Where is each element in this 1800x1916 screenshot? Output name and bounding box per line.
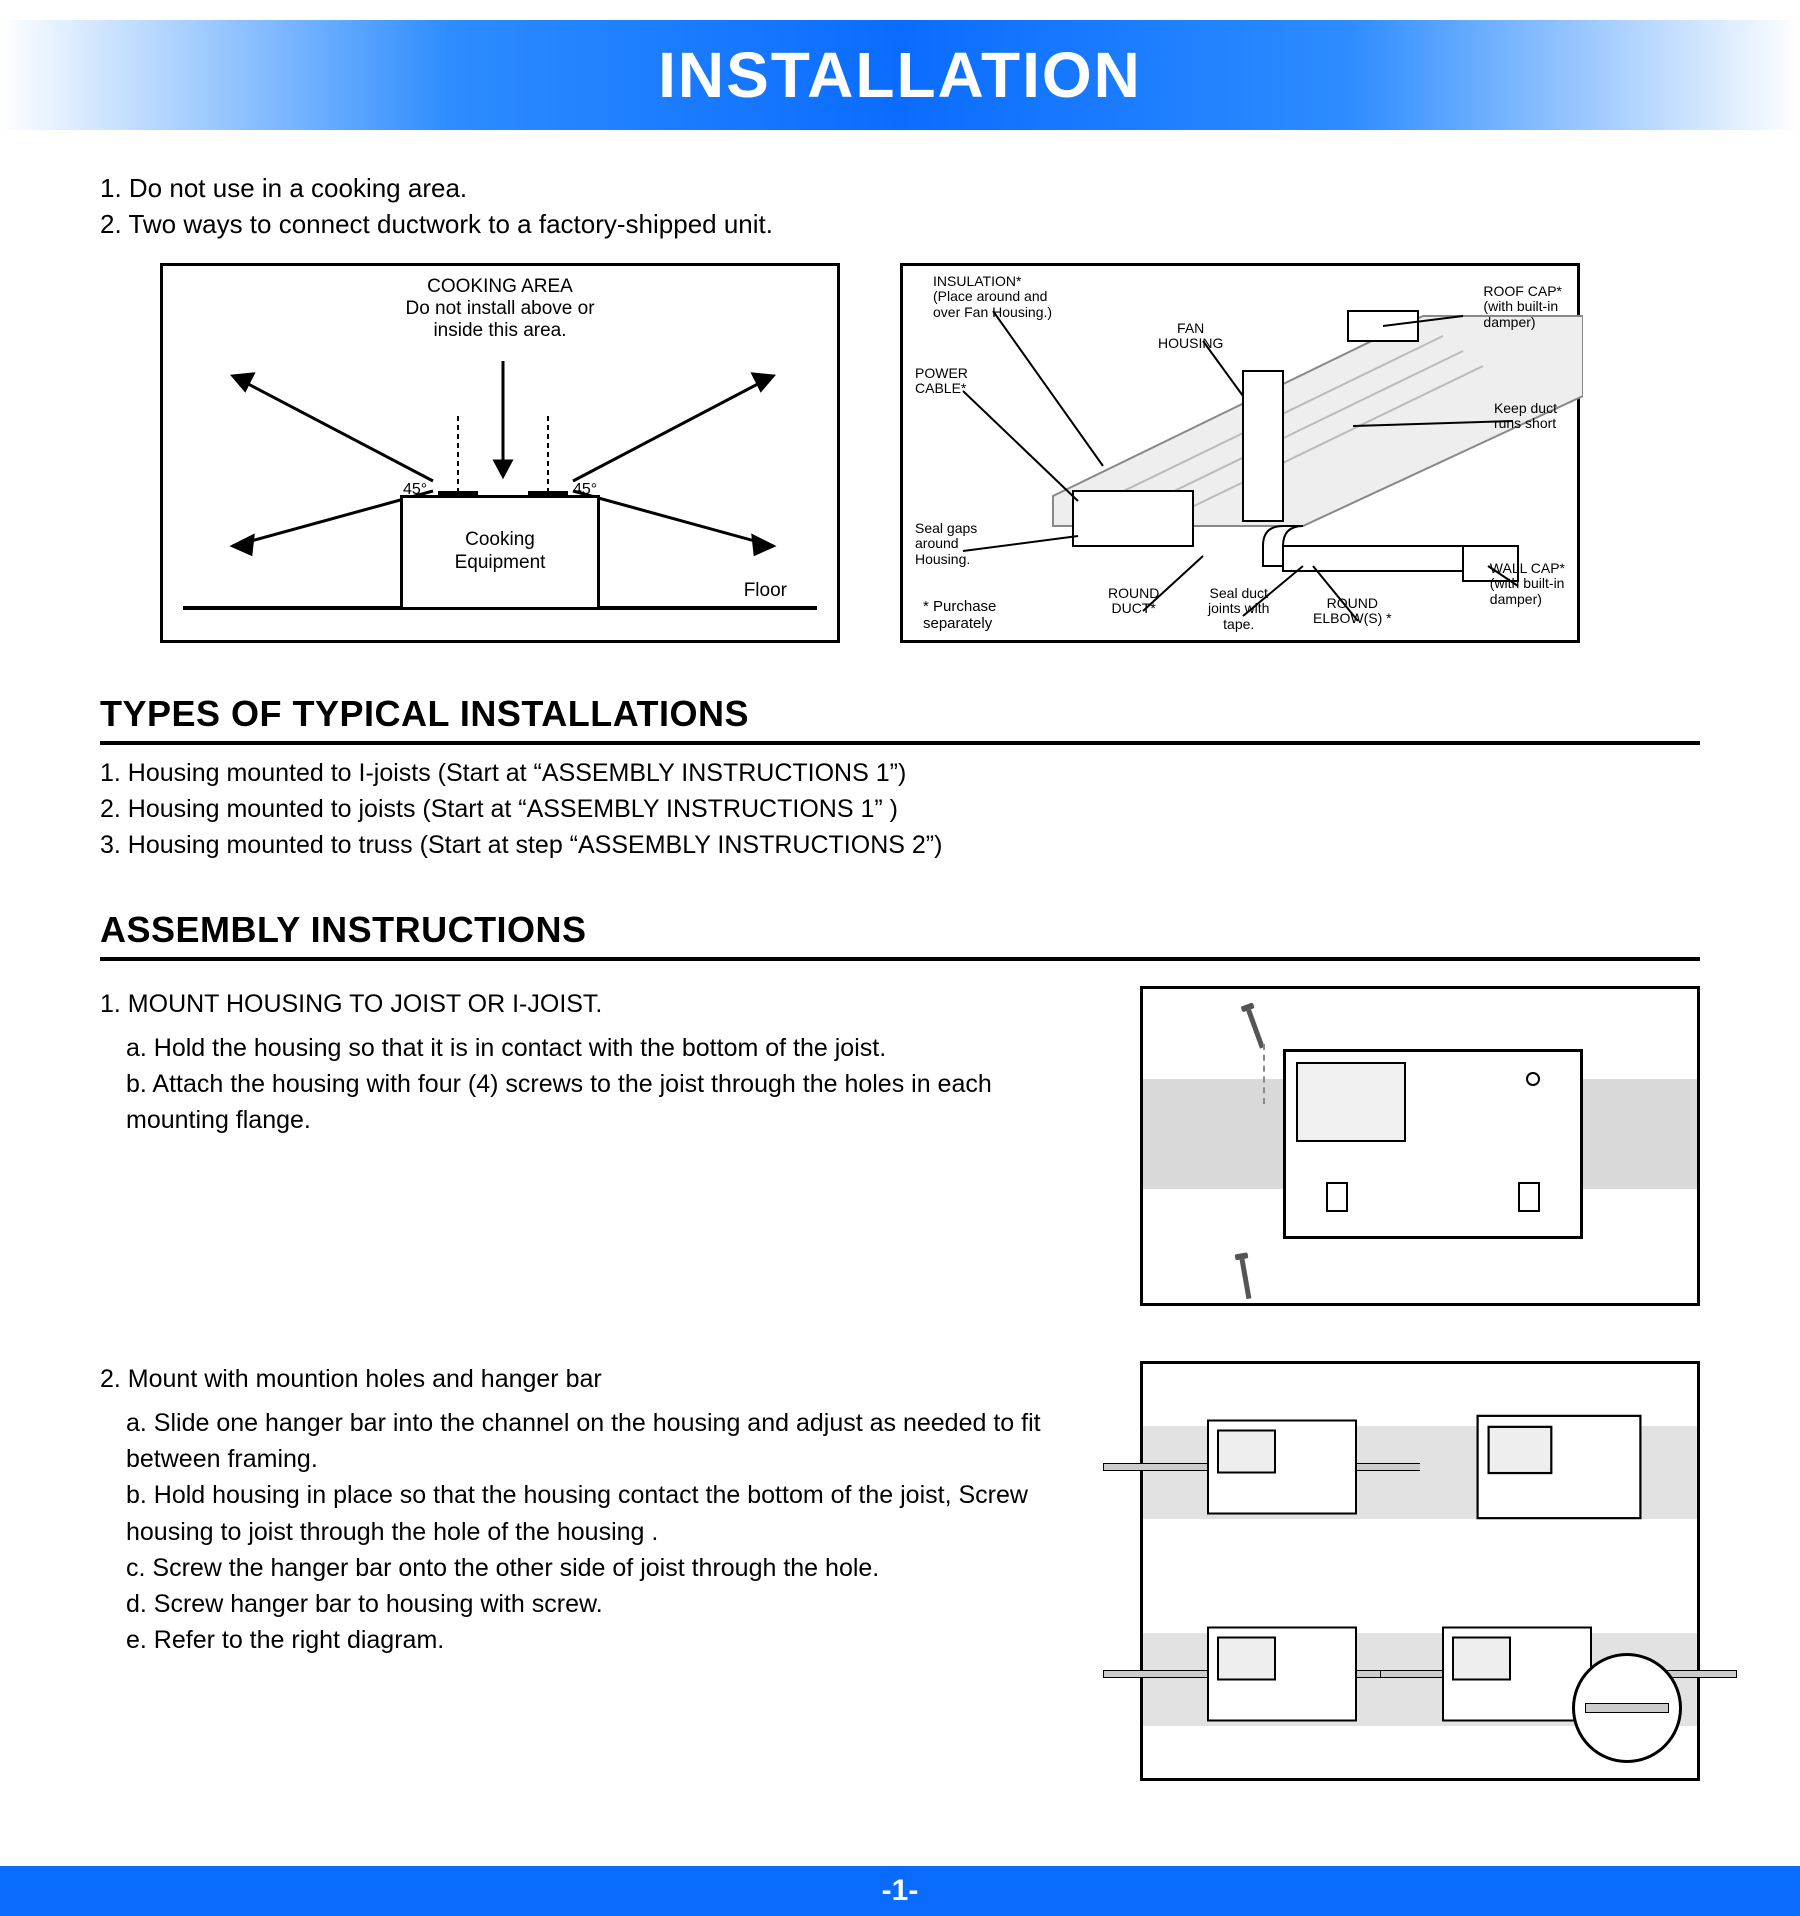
intro-item-1: 1. Do not use in a cooking area.: [100, 170, 1700, 206]
step1-text: 1. MOUNT HOUSING TO JOIST OR I-JOIST. a.…: [100, 986, 1090, 1306]
label-round-duct: ROUND DUCT*: [1108, 586, 1159, 617]
label-seal-tape: Seal duct joints with tape.: [1208, 586, 1269, 632]
content-area: 1. Do not use in a cooking area. 2. Two …: [0, 130, 1800, 1866]
step2-illustration: [1140, 1361, 1700, 1781]
intro-item-2: 2. Two ways to connect ductwork to a fac…: [100, 206, 1700, 242]
step1-frame: [1140, 986, 1700, 1306]
screw-bottom: [1240, 1258, 1252, 1298]
step1-illustration: [1140, 986, 1700, 1306]
label-fan-housing: FAN HOUSING: [1158, 321, 1223, 352]
intro-list: 1. Do not use in a cooking area. 2. Two …: [100, 170, 1700, 243]
label-power-cable: POWER CABLE*: [915, 366, 968, 397]
label-seal-gaps: Seal gaps around Housing.: [915, 521, 977, 567]
step1-b: b. Attach the housing with four (4) scre…: [100, 1066, 1090, 1139]
floor-label: Floor: [744, 580, 787, 602]
step2-d: d. Screw hanger bar to housing with scre…: [100, 1586, 1090, 1622]
step2-frame: [1140, 1361, 1700, 1781]
step2-c: c. Screw the hanger bar onto the other s…: [100, 1550, 1090, 1586]
step1-a: a. Hold the housing so that it is in con…: [100, 1030, 1090, 1066]
cooking-equipment-box: Cooking Equipment: [400, 495, 600, 610]
label-roof-cap: ROOF CAP* (with built-in damper): [1483, 284, 1562, 330]
step1-row: 1. MOUNT HOUSING TO JOIST OR I-JOIST. a.…: [100, 986, 1700, 1306]
types-list: 1. Housing mounted to I-joists (Start at…: [100, 755, 1700, 864]
label-insulation: INSULATION* (Place around and over Fan H…: [933, 274, 1052, 320]
types-item-3: 3. Housing mounted to truss (Start at st…: [100, 827, 1700, 863]
step2-panel-4: [1420, 1571, 1697, 1778]
footer-banner: -1-: [0, 1866, 1800, 1916]
diagrams-row: COOKING AREA Do not install above or ins…: [160, 263, 1700, 643]
label-keep-short: Keep duct runs short: [1494, 401, 1557, 432]
screw-top: [1246, 1009, 1264, 1048]
step2-a: a. Slide one hanger bar into the channel…: [100, 1405, 1090, 1478]
purchase-separately-note: * Purchase separately: [923, 598, 996, 632]
step2-panel-3: [1143, 1571, 1420, 1778]
cooking-equipment-label: Cooking Equipment: [455, 529, 546, 575]
step2-title: 2. Mount with mountion holes and hanger …: [100, 1361, 1090, 1397]
screw-guide-line: [1263, 1044, 1265, 1104]
housing-panel: [1296, 1062, 1406, 1142]
step2-e: e. Refer to the right diagram.: [100, 1622, 1090, 1658]
types-item-1: 1. Housing mounted to I-joists (Start at…: [100, 755, 1700, 791]
header-banner: INSTALLATION: [0, 20, 1800, 130]
housing-box: [1283, 1049, 1583, 1239]
label-wall-cap: WALL CAP* (with built-in damper): [1490, 561, 1565, 607]
knockout-hole: [1526, 1072, 1540, 1086]
detail-circle: [1572, 1653, 1682, 1763]
step2-panel-2: [1420, 1364, 1697, 1571]
cooking-area-diagram: COOKING AREA Do not install above or ins…: [160, 263, 840, 643]
mounting-tab-right: [1518, 1182, 1540, 1212]
page-number: -1-: [882, 1874, 919, 1908]
types-item-2: 2. Housing mounted to joists (Start at “…: [100, 791, 1700, 827]
step2-panel-1: [1143, 1364, 1420, 1571]
step2-row: 2. Mount with mountion holes and hanger …: [100, 1361, 1700, 1781]
ductwork-diagram: INSULATION* (Place around and over Fan H…: [900, 263, 1580, 643]
assembly-heading: ASSEMBLY INSTRUCTIONS: [100, 909, 1700, 961]
label-round-elbow: ROUND ELBOW(S) *: [1313, 596, 1392, 627]
step2-text: 2. Mount with mountion holes and hanger …: [100, 1361, 1090, 1781]
step2-b: b. Hold housing in place so that the hou…: [100, 1477, 1090, 1550]
types-heading: TYPES OF TYPICAL INSTALLATIONS: [100, 693, 1700, 745]
page-title: INSTALLATION: [658, 38, 1142, 112]
mounting-tab-left: [1326, 1182, 1348, 1212]
step1-title: 1. MOUNT HOUSING TO JOIST OR I-JOIST.: [100, 986, 1090, 1022]
